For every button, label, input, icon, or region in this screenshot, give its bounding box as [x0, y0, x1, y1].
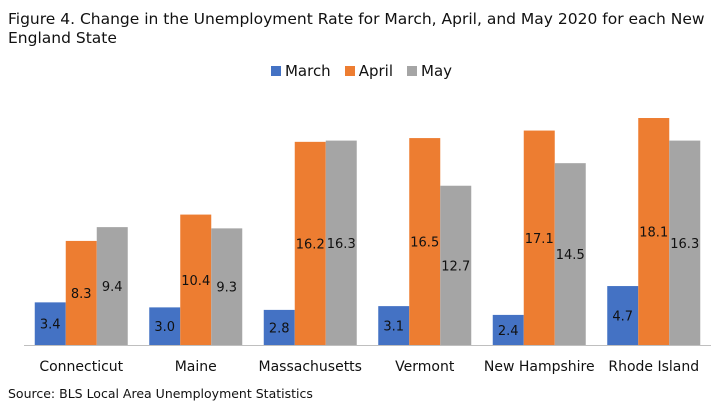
- source-note: Source: BLS Local Area Unemployment Stat…: [8, 386, 313, 401]
- data-label: 2.8: [269, 321, 290, 336]
- bar-april-rhode-island: [638, 118, 670, 346]
- data-label: 16.3: [670, 237, 699, 252]
- data-label: 2.4: [498, 324, 519, 339]
- x-tick-label: Maine: [175, 359, 217, 375]
- legend-label: April: [358, 62, 393, 80]
- data-label: 9.3: [216, 281, 237, 296]
- chart-legend: March April May: [0, 62, 723, 80]
- bar-may-maine: [211, 228, 243, 345]
- legend-item-april: April: [344, 62, 393, 80]
- legend-swatch: [270, 66, 281, 76]
- bar-march-connecticut: [34, 302, 66, 345]
- bar-march-rhode-island: [607, 286, 639, 345]
- data-label: 16.3: [327, 237, 356, 252]
- bar-march-new-hampshire: [492, 314, 524, 345]
- data-label: 4.7: [612, 310, 633, 325]
- data-label: 9.4: [102, 280, 123, 295]
- data-label: 3.1: [383, 320, 404, 335]
- bar-april-connecticut: [65, 240, 97, 345]
- x-tick-label: Connecticut: [39, 359, 123, 375]
- data-label: 16.5: [410, 236, 439, 251]
- data-label: 3.4: [40, 318, 61, 333]
- data-label: 3.0: [154, 320, 175, 335]
- data-label: 16.2: [296, 237, 325, 252]
- bar-may-massachusetts: [325, 140, 357, 345]
- bar-may-rhode-island: [669, 140, 701, 345]
- bar-april-massachusetts: [294, 141, 326, 345]
- bar-march-maine: [149, 307, 181, 345]
- legend-swatch: [344, 66, 355, 76]
- data-label: 10.4: [181, 274, 210, 289]
- bar-april-vermont: [409, 138, 441, 345]
- bar-may-new-hampshire: [554, 163, 586, 345]
- legend-label: May: [421, 62, 453, 80]
- legend-swatch: [407, 66, 417, 76]
- x-tick-label: Massachusetts: [259, 359, 362, 375]
- bar-may-connecticut: [96, 227, 128, 345]
- bar-april-maine: [180, 214, 212, 345]
- x-tick-label: Vermont: [395, 359, 455, 375]
- legend-item-march: March: [270, 62, 331, 80]
- x-tick-label: Rhode Island: [608, 359, 699, 375]
- data-label: 18.1: [639, 226, 668, 241]
- legend-item-may: May: [407, 62, 452, 80]
- chart-title: Figure 4. Change in the Unemployment Rat…: [8, 10, 705, 47]
- bar-march-vermont: [378, 306, 410, 345]
- x-tick-label: New Hampshire: [484, 359, 595, 375]
- bar-april-new-hampshire: [523, 130, 555, 345]
- data-label: 8.3: [71, 287, 92, 302]
- legend-label: March: [284, 62, 331, 80]
- data-label: 17.1: [525, 232, 554, 247]
- bar-march-massachusetts: [263, 309, 295, 345]
- bar-may-vermont: [440, 185, 472, 345]
- data-label: 14.5: [556, 248, 585, 263]
- data-label: 12.7: [441, 259, 470, 274]
